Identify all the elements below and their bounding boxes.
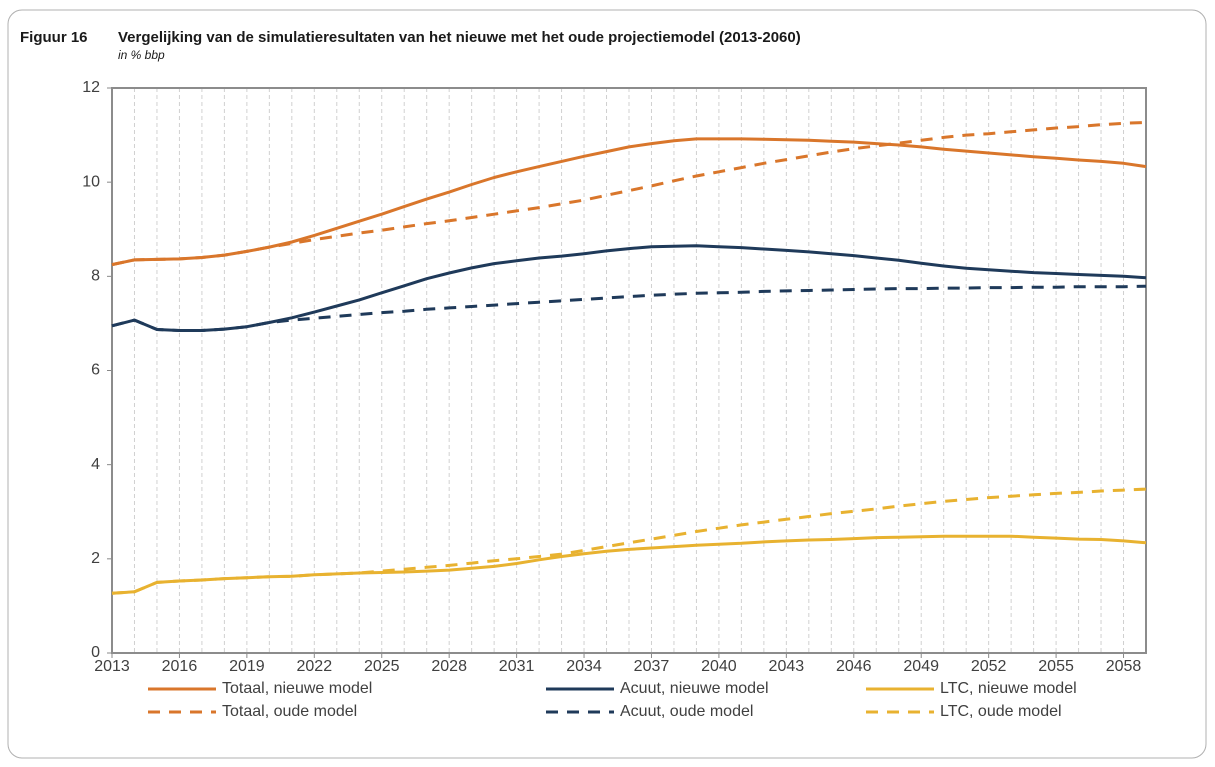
x-tick-label: 2052	[971, 658, 1007, 675]
x-tick-label: 2031	[499, 658, 535, 675]
x-tick-label: 2028	[431, 658, 467, 675]
x-tick-label: 2046	[836, 658, 872, 675]
y-tick-label: 0	[91, 644, 100, 661]
y-tick-label: 8	[91, 268, 100, 285]
legend-label: Totaal, oude model	[222, 703, 357, 720]
frame	[7, 9, 1207, 759]
y-tick-label: 4	[91, 456, 100, 473]
legend-label: LTC, oude model	[940, 703, 1062, 720]
y-tick-label: 2	[91, 550, 100, 567]
series-line	[111, 244, 1147, 332]
x-tick-label: 2040	[701, 658, 737, 675]
figure-label: Figuur 16	[20, 29, 88, 46]
legend-label: Acuut, nieuwe model	[620, 680, 769, 697]
x-tick-label: 2049	[903, 658, 939, 675]
x-tick-label: 2025	[364, 658, 400, 675]
y-tick-label: 10	[82, 173, 100, 190]
legend-label: Acuut, oude model	[620, 703, 753, 720]
x-tick-label: 2043	[769, 658, 805, 675]
chart-title: Vergelijking van de simulatieresultaten …	[118, 29, 801, 46]
x-tick-label: 2022	[297, 658, 333, 675]
x-tick-label: 2019	[229, 658, 265, 675]
y-tick-label: 12	[82, 79, 100, 96]
series-line	[111, 120, 1147, 267]
series-line	[111, 487, 1147, 595]
plot-frame	[111, 87, 1147, 654]
x-tick-label: 2034	[566, 658, 602, 675]
x-tick-label: 2058	[1106, 658, 1142, 675]
x-tick-label: 2013	[94, 658, 130, 675]
x-tick-label: 2016	[162, 658, 198, 675]
chart-subtitle: in % bbp	[118, 48, 165, 62]
legend-label: LTC, nieuwe model	[940, 680, 1077, 697]
y-tick-label: 6	[91, 362, 100, 379]
legend-label: Totaal, nieuwe model	[222, 680, 372, 697]
x-tick-label: 2037	[634, 658, 670, 675]
series-line	[111, 284, 1147, 332]
x-tick-label: 2055	[1038, 658, 1074, 675]
